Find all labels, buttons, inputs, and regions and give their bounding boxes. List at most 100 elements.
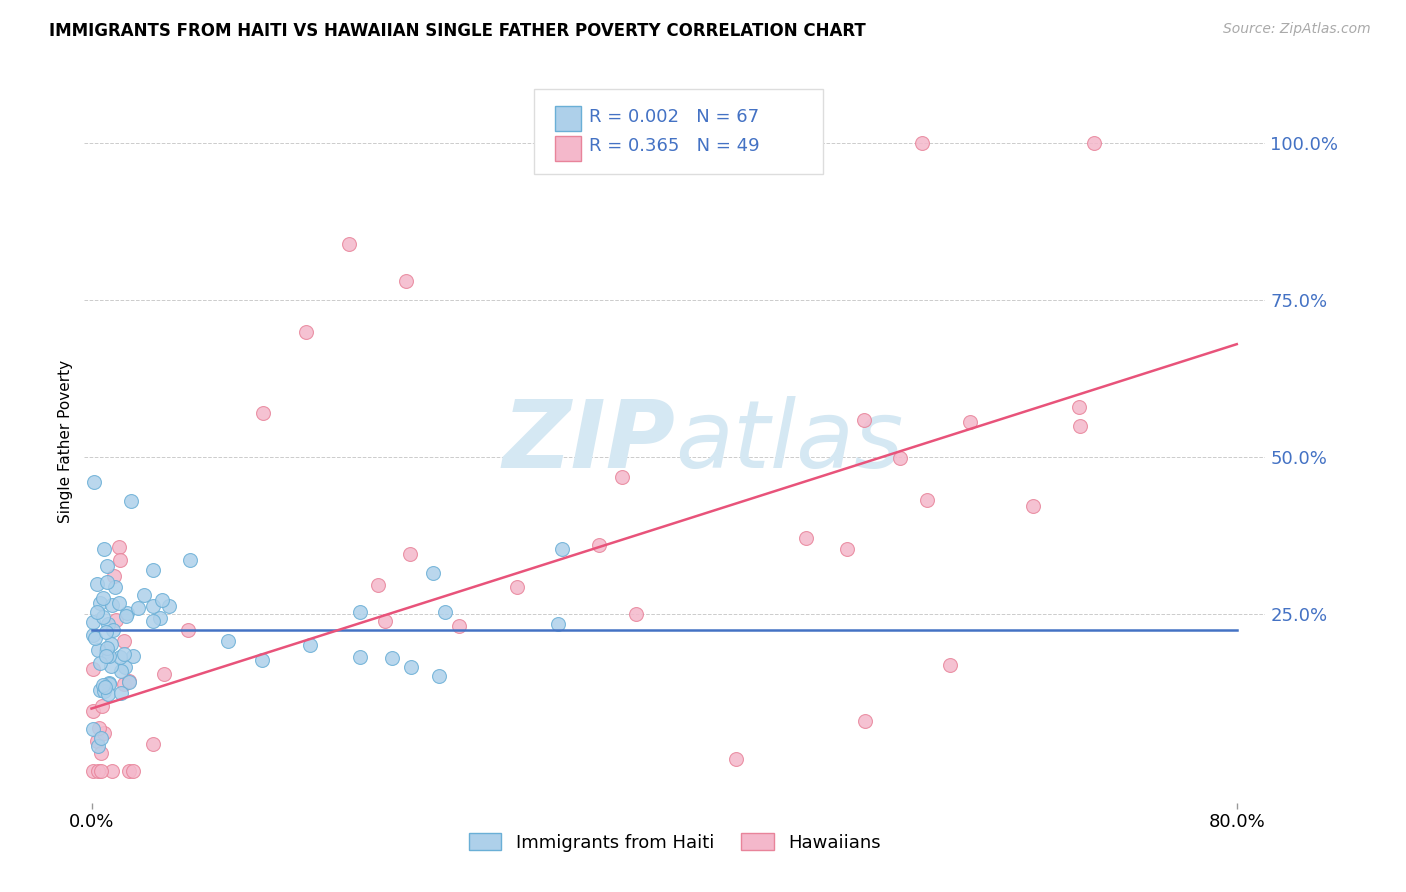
Hawaiians	[103, 569, 125, 583]
Immigrants from Haiti	[381, 651, 404, 665]
Hawaiians	[624, 607, 647, 622]
Hawaiians	[853, 413, 876, 427]
Text: Source: ZipAtlas.com: Source: ZipAtlas.com	[1223, 22, 1371, 37]
Hawaiians	[939, 657, 962, 672]
Hawaiians	[82, 764, 104, 779]
Immigrants from Haiti	[142, 599, 165, 613]
Hawaiians	[1069, 419, 1091, 434]
Immigrants from Haiti	[100, 637, 122, 651]
Immigrants from Haiti	[94, 680, 117, 694]
Immigrants from Haiti	[179, 552, 201, 566]
Immigrants from Haiti	[217, 634, 239, 648]
Immigrants from Haiti	[127, 601, 149, 615]
Hawaiians	[86, 734, 108, 748]
Text: R = 0.365   N = 49: R = 0.365 N = 49	[589, 137, 759, 155]
Hawaiians	[153, 667, 176, 681]
Hawaiians	[177, 623, 200, 637]
Immigrants from Haiti	[83, 475, 105, 490]
Hawaiians	[911, 136, 934, 150]
Immigrants from Haiti	[82, 628, 104, 642]
Immigrants from Haiti	[399, 660, 422, 674]
Immigrants from Haiti	[152, 593, 174, 607]
Immigrants from Haiti	[96, 643, 118, 657]
Immigrants from Haiti	[103, 624, 125, 638]
Immigrants from Haiti	[97, 648, 120, 663]
Hawaiians	[118, 764, 141, 779]
Hawaiians	[90, 746, 112, 760]
Hawaiians	[367, 578, 389, 592]
Hawaiians	[395, 274, 418, 288]
Immigrants from Haiti	[122, 648, 145, 663]
Immigrants from Haiti	[110, 664, 132, 678]
Hawaiians	[112, 676, 135, 690]
Hawaiians	[959, 415, 981, 429]
Immigrants from Haiti	[142, 614, 165, 628]
Immigrants from Haiti	[157, 599, 180, 614]
Hawaiians	[108, 540, 131, 554]
Immigrants from Haiti	[96, 558, 118, 573]
Hawaiians	[93, 726, 115, 740]
Hawaiians	[90, 764, 112, 779]
Immigrants from Haiti	[427, 669, 450, 683]
Immigrants from Haiti	[96, 575, 118, 590]
Hawaiians	[108, 553, 131, 567]
Hawaiians	[835, 541, 858, 556]
Hawaiians	[112, 634, 135, 648]
Hawaiians	[505, 581, 527, 595]
Immigrants from Haiti	[96, 641, 118, 656]
Immigrants from Haiti	[349, 605, 371, 619]
Immigrants from Haiti	[149, 610, 172, 624]
Text: atlas: atlas	[675, 396, 903, 487]
Immigrants from Haiti	[86, 739, 108, 754]
Text: ZIP: ZIP	[502, 395, 675, 488]
Hawaiians	[118, 673, 141, 688]
Y-axis label: Single Father Poverty: Single Father Poverty	[58, 360, 73, 523]
Immigrants from Haiti	[104, 580, 127, 594]
Immigrants from Haiti	[97, 617, 120, 632]
Immigrants from Haiti	[134, 588, 156, 602]
Hawaiians	[89, 721, 111, 735]
Immigrants from Haiti	[94, 624, 117, 639]
Text: R = 0.002   N = 67: R = 0.002 N = 67	[589, 108, 759, 126]
Hawaiians	[889, 451, 911, 466]
Legend: Immigrants from Haiti, Hawaiians: Immigrants from Haiti, Hawaiians	[461, 826, 889, 859]
Hawaiians	[794, 531, 817, 545]
Immigrants from Haiti	[115, 609, 138, 624]
Immigrants from Haiti	[250, 653, 273, 667]
Immigrants from Haiti	[299, 638, 322, 652]
Hawaiians	[100, 764, 122, 779]
Immigrants from Haiti	[89, 656, 111, 670]
Hawaiians	[295, 325, 318, 339]
Hawaiians	[82, 662, 104, 676]
Immigrants from Haiti	[108, 650, 131, 665]
Hawaiians	[917, 493, 939, 508]
Hawaiians	[1069, 400, 1091, 414]
Hawaiians	[1083, 136, 1105, 150]
Immigrants from Haiti	[108, 596, 131, 610]
Immigrants from Haiti	[118, 674, 141, 689]
Immigrants from Haiti	[91, 591, 114, 606]
Immigrants from Haiti	[93, 684, 115, 698]
Immigrants from Haiti	[86, 577, 108, 591]
Immigrants from Haiti	[87, 642, 110, 657]
Immigrants from Haiti	[434, 605, 457, 619]
Immigrants from Haiti	[112, 647, 135, 661]
Immigrants from Haiti	[110, 686, 132, 700]
Immigrants from Haiti	[93, 678, 115, 692]
Hawaiians	[588, 538, 610, 552]
Hawaiians	[398, 547, 420, 561]
Immigrants from Haiti	[93, 541, 115, 556]
Immigrants from Haiti	[547, 616, 569, 631]
Immigrants from Haiti	[94, 648, 117, 663]
Hawaiians	[337, 236, 360, 251]
Hawaiians	[142, 737, 165, 751]
Immigrants from Haiti	[120, 494, 142, 508]
Text: IMMIGRANTS FROM HAITI VS HAWAIIAN SINGLE FATHER POVERTY CORRELATION CHART: IMMIGRANTS FROM HAITI VS HAWAIIAN SINGLE…	[49, 22, 866, 40]
Immigrants from Haiti	[82, 615, 104, 629]
Hawaiians	[252, 406, 274, 420]
Immigrants from Haiti	[101, 599, 124, 613]
Hawaiians	[610, 470, 633, 484]
Immigrants from Haiti	[97, 687, 120, 701]
Immigrants from Haiti	[90, 731, 112, 746]
Immigrants from Haiti	[89, 683, 111, 698]
